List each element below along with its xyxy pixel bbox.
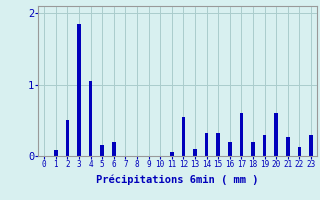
Bar bbox=[193, 149, 197, 156]
Bar bbox=[54, 150, 58, 156]
Bar bbox=[77, 24, 81, 156]
Bar bbox=[251, 142, 255, 156]
Bar bbox=[298, 147, 301, 156]
Bar bbox=[170, 152, 173, 156]
Bar bbox=[100, 145, 104, 156]
Bar bbox=[275, 113, 278, 156]
Bar bbox=[205, 133, 208, 156]
Bar bbox=[228, 142, 232, 156]
Bar bbox=[263, 135, 266, 156]
Bar bbox=[112, 142, 116, 156]
Bar bbox=[240, 113, 243, 156]
Bar bbox=[286, 137, 290, 156]
Bar bbox=[216, 133, 220, 156]
Bar bbox=[182, 117, 185, 156]
Bar bbox=[89, 81, 92, 156]
Bar bbox=[309, 135, 313, 156]
Bar bbox=[66, 120, 69, 156]
X-axis label: Précipitations 6min ( mm ): Précipitations 6min ( mm ) bbox=[96, 175, 259, 185]
